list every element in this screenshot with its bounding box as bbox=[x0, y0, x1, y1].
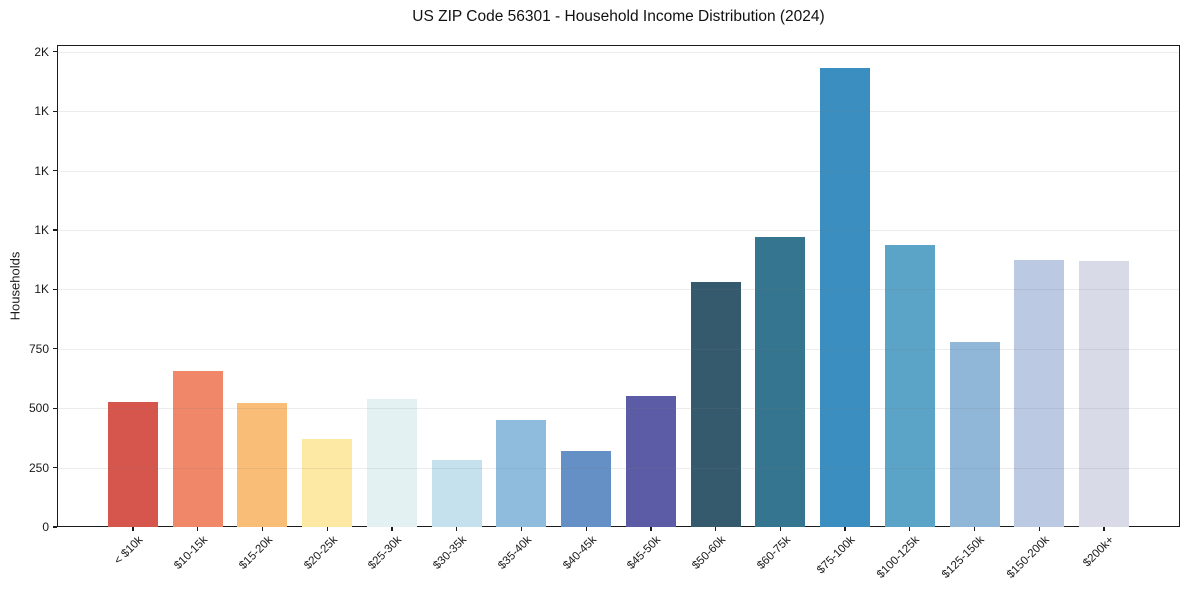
bar-25-30k bbox=[366, 398, 417, 527]
y-tick-mark bbox=[53, 466, 57, 469]
bar-10k bbox=[108, 401, 158, 527]
bar-10-15k bbox=[172, 370, 223, 527]
x-tick-label: $50-60k bbox=[690, 534, 729, 572]
x-tick-mark bbox=[391, 527, 393, 531]
bar-40-45k bbox=[561, 450, 612, 527]
bar-75-100k bbox=[820, 67, 871, 527]
x-tick-label: $150-200k bbox=[1004, 534, 1052, 581]
x-tick-label: $75-100k bbox=[815, 534, 858, 577]
x-tick-label: $45-50k bbox=[625, 534, 664, 572]
y-tick-label: 250 bbox=[28, 460, 49, 475]
y-tick-label: 2K bbox=[34, 44, 49, 59]
x-tick-mark bbox=[715, 527, 717, 531]
y-tick-label: 1K bbox=[34, 282, 49, 297]
x-tick-mark bbox=[261, 527, 264, 531]
x-tick-label: $10-15k bbox=[172, 534, 211, 572]
bar-45-50k bbox=[625, 395, 676, 527]
y-tick-mark bbox=[53, 407, 57, 409]
x-tick-mark bbox=[650, 527, 652, 531]
y-tick-label: 1K bbox=[34, 104, 49, 119]
x-tick-mark bbox=[132, 527, 134, 531]
chart-title: US ZIP Code 56301 - Household Income Dis… bbox=[412, 8, 825, 25]
x-tick-label: $200k+ bbox=[1081, 534, 1117, 570]
bar-50-60k bbox=[690, 282, 741, 527]
y-tick-label: 1K bbox=[34, 222, 49, 237]
x-tick-mark bbox=[844, 527, 846, 531]
bar-125-150k bbox=[949, 342, 1000, 527]
bar-30-35k bbox=[431, 459, 482, 527]
x-tick-mark bbox=[973, 527, 976, 531]
bar-20-25k bbox=[302, 439, 353, 527]
bar-15-20k bbox=[237, 402, 288, 527]
y-tick-label: 500 bbox=[28, 401, 49, 416]
x-tick-label: $15-20k bbox=[237, 534, 275, 572]
y-tick-mark bbox=[53, 229, 57, 231]
x-tick-mark bbox=[197, 527, 199, 531]
x-tick-label: $25-30k bbox=[366, 534, 405, 572]
bar-60-75k bbox=[755, 237, 806, 527]
bar-150-200k bbox=[1014, 259, 1065, 527]
y-tick-label: 0 bbox=[42, 520, 49, 534]
x-tick-mark bbox=[909, 527, 911, 531]
x-tick-mark bbox=[779, 527, 782, 531]
bar-200k bbox=[1079, 260, 1129, 527]
y-tick-mark bbox=[53, 348, 57, 350]
y-tick-label: 1K bbox=[34, 163, 49, 178]
x-tick-label: $20-25k bbox=[301, 534, 340, 572]
y-tick-mark bbox=[53, 51, 57, 53]
y-tick-label: 750 bbox=[28, 341, 49, 356]
bar-35-40k bbox=[496, 419, 547, 527]
y-tick-mark bbox=[53, 169, 57, 172]
x-tick-label: < $10k bbox=[112, 534, 146, 568]
x-tick-label: $100-125k bbox=[875, 534, 923, 581]
y-tick-mark bbox=[53, 110, 57, 112]
x-tick-label: $30-35k bbox=[431, 534, 470, 572]
x-tick-label: $40-45k bbox=[560, 534, 599, 572]
x-tick-mark bbox=[326, 527, 328, 531]
x-tick-label: $35-40k bbox=[496, 534, 534, 572]
x-tick-label: $125-150k bbox=[940, 534, 988, 581]
y-tick-mark bbox=[53, 288, 57, 291]
x-tick-mark bbox=[456, 527, 458, 531]
x-tick-mark bbox=[585, 527, 587, 531]
x-tick-mark bbox=[520, 527, 523, 531]
x-tick-mark bbox=[1103, 527, 1105, 531]
x-tick-mark bbox=[1038, 527, 1040, 531]
y-tick-mark bbox=[53, 526, 57, 528]
bar-100-125k bbox=[884, 245, 935, 527]
x-tick-label: $60-75k bbox=[754, 534, 793, 572]
plot-area bbox=[57, 45, 1180, 527]
